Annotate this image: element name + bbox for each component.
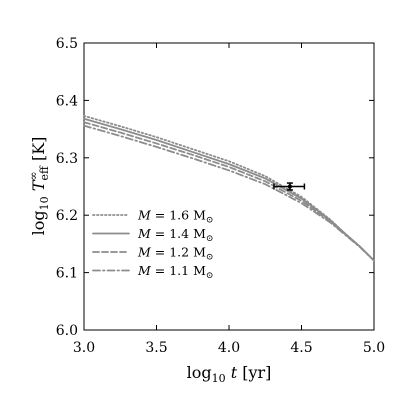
legend-label-1: M = 1.6 M⊙ bbox=[137, 208, 213, 226]
legend: M = 1.6 M⊙M = 1.4 M⊙M = 1.2 M⊙M = 1.1 M⊙ bbox=[92, 208, 213, 281]
y-tick-label: 6.4 bbox=[56, 93, 78, 109]
y-axis-label: log10 T∞eff [K] bbox=[27, 137, 51, 236]
x-tick-label: 4.0 bbox=[218, 340, 240, 356]
y-tick-label: 6.2 bbox=[56, 208, 78, 224]
y-tick-label: 6.1 bbox=[56, 266, 78, 282]
x-tick-label: 3.5 bbox=[145, 340, 167, 356]
y-tick-label: 6.0 bbox=[56, 323, 78, 339]
x-tick-label: 5.0 bbox=[363, 340, 385, 356]
x-tick-label: 3.0 bbox=[73, 340, 95, 356]
series-line-2 bbox=[83, 117, 375, 262]
series-line-4 bbox=[83, 124, 375, 262]
observation-marker bbox=[287, 184, 293, 189]
y-tick-label: 6.3 bbox=[56, 151, 78, 167]
axis-ticks: 3.0 3.5 4.0 4.5 5.0 6.0 6.1 6.2 6.3 6.4 6.5 bbox=[56, 36, 385, 356]
legend-label-2: M = 1.4 M⊙ bbox=[137, 226, 213, 244]
series-group bbox=[83, 115, 375, 262]
legend-label-4: M = 1.1 M⊙ bbox=[137, 263, 213, 281]
x-axis-label: log10 t [yr] bbox=[187, 363, 272, 385]
x-tick-label: 4.5 bbox=[290, 340, 312, 356]
series-line-3 bbox=[83, 121, 375, 262]
plot-frame bbox=[83, 42, 375, 331]
observation-point bbox=[273, 182, 306, 191]
legend-label-3: M = 1.2 M⊙ bbox=[137, 245, 213, 263]
y-tick-label: 6.5 bbox=[56, 36, 78, 52]
